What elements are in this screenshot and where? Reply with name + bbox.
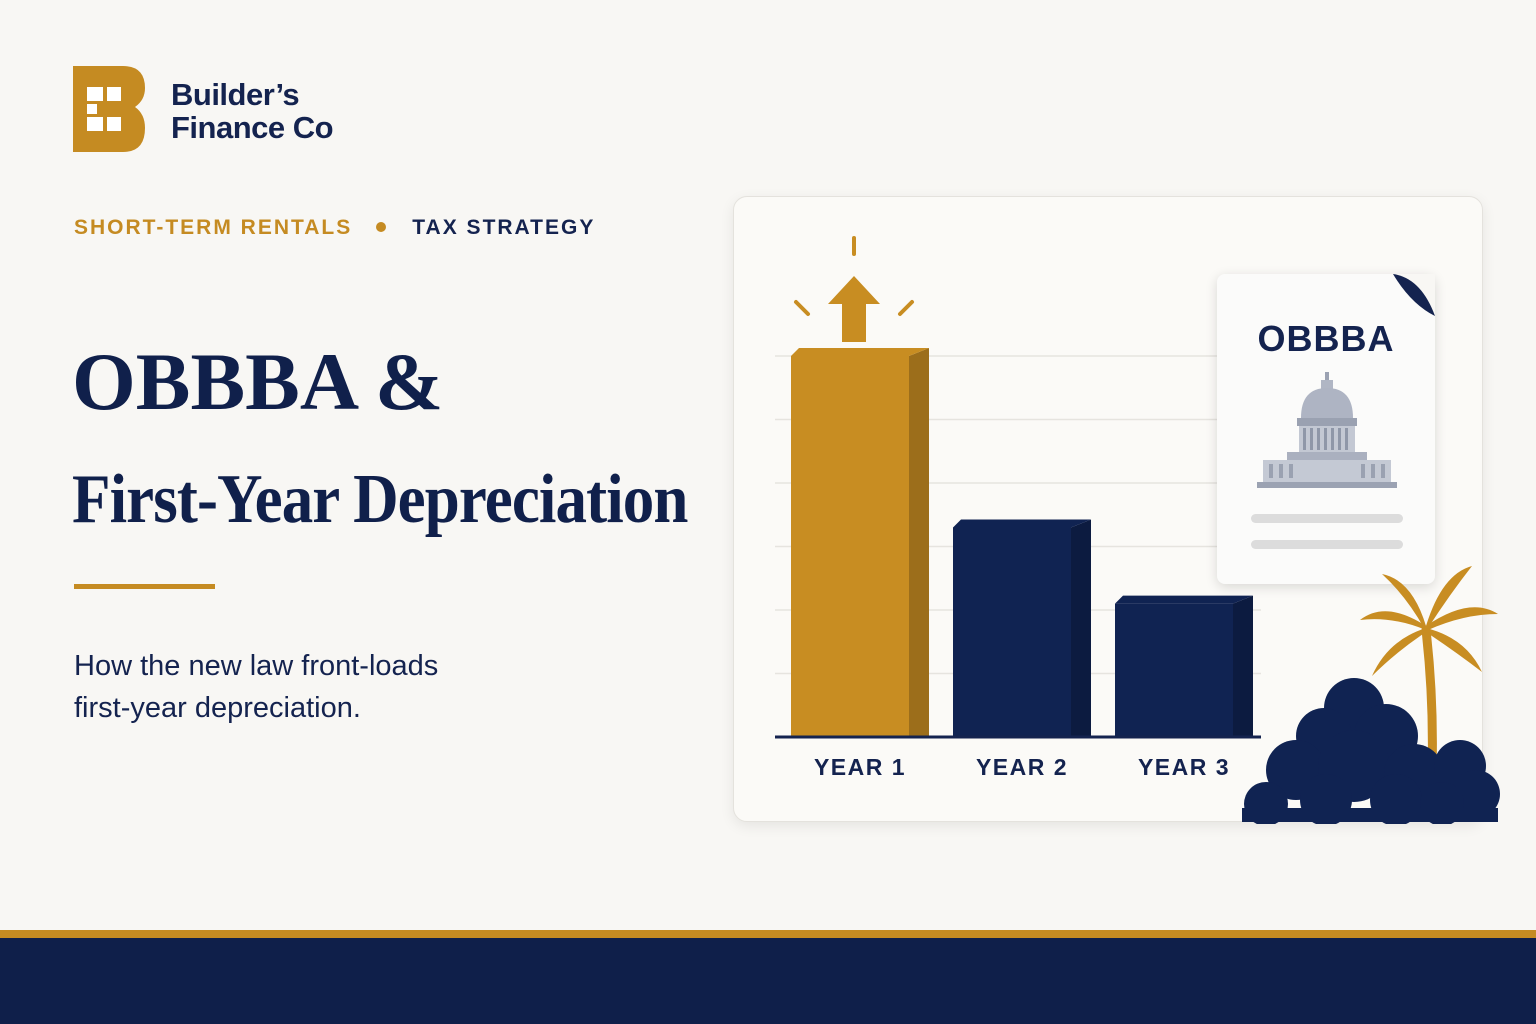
footer-bar (0, 938, 1536, 1024)
subtitle: How the new law front-loads first-year d… (74, 645, 634, 729)
bar-side-1 (909, 348, 929, 737)
document-text-line (1251, 514, 1403, 523)
depreciation-bar-chart: YEAR 1 YEAR 2 YEAR 3 (775, 236, 1261, 780)
x-tick-label: YEAR 3 (1138, 754, 1230, 780)
document-text-line (1251, 540, 1403, 549)
x-tick-label: YEAR 2 (976, 754, 1068, 780)
headline-line2: First-Year Depreciation (72, 461, 688, 538)
bar-top-1 (791, 348, 929, 356)
arrow-ray (898, 300, 914, 316)
palm-tree-icon (1242, 566, 1500, 824)
document-title: OBBBA (1257, 318, 1395, 359)
x-tick-label: YEAR 1 (814, 754, 906, 780)
document-corner-icon (1393, 274, 1435, 316)
brand-name: Builder’s Finance Co (171, 77, 334, 145)
subtitle-line1: How the new law front-loads (74, 650, 439, 682)
bar-top-2 (953, 519, 1091, 528)
builders-logo-icon (73, 66, 145, 152)
up-arrow-icon (828, 276, 880, 342)
bar-side-2 (1071, 519, 1091, 737)
capitol-building-icon (1257, 372, 1397, 488)
obbba-document: OBBBA (1217, 274, 1435, 584)
accent-divider (74, 584, 215, 589)
bar-2 (953, 527, 1071, 737)
bar-top-3 (1115, 595, 1253, 604)
brand-name-line1: Builder’s (171, 77, 300, 112)
tag-separator-dot (376, 221, 387, 232)
bar-side-3 (1233, 595, 1253, 737)
bar-1 (791, 356, 909, 737)
category-tags: SHORT-TERM RENTALS TAX STRATEGY (74, 216, 595, 240)
subtitle-line2: first-year depreciation. (74, 692, 361, 724)
brand-logo[interactable]: Builder’s Finance Co (73, 66, 363, 156)
arrow-ray (794, 300, 810, 316)
brand-name-line2: Finance Co (171, 110, 334, 145)
footer-accent-line (0, 930, 1536, 938)
headline-line1: OBBBA & (72, 336, 444, 427)
tag-tax-strategy[interactable]: TAX STRATEGY (412, 216, 596, 239)
tag-short-term-rentals[interactable]: SHORT-TERM RENTALS (74, 216, 353, 239)
bar-3 (1115, 603, 1233, 737)
